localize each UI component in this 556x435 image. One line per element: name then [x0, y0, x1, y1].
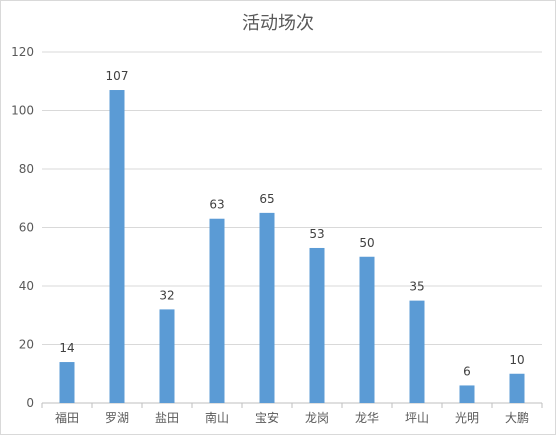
x-tick-label: 龙华 [355, 411, 379, 425]
bar [109, 90, 125, 404]
y-tick-label: 120 [11, 45, 34, 59]
y-tick-label: 60 [19, 221, 34, 235]
chart-title: 活动场次 [242, 13, 314, 34]
data-label: 10 [509, 353, 524, 367]
x-tick-label: 大鹏 [505, 411, 529, 425]
data-label: 53 [309, 227, 324, 241]
x-tick-label: 盐田 [155, 411, 179, 425]
bar [359, 256, 375, 403]
x-tick-label: 南山 [205, 410, 229, 425]
bar [509, 373, 525, 403]
data-label: 14 [59, 341, 74, 355]
y-tick-label: 100 [11, 104, 34, 118]
y-tick-label: 80 [19, 162, 34, 176]
data-label: 63 [209, 198, 224, 212]
data-label: 32 [159, 288, 174, 302]
y-tick-label: 20 [19, 338, 34, 352]
bar [459, 385, 475, 403]
y-tick-label: 0 [26, 396, 34, 410]
bar [309, 247, 325, 403]
y-axis-ticks: 0 20 40 60 80 100 120 [11, 45, 34, 410]
data-labels: 14 107 32 63 65 53 50 35 6 10 [59, 69, 524, 378]
bar [59, 362, 75, 403]
bars [59, 90, 525, 404]
x-tick-label: 光明 [455, 411, 479, 425]
bar [159, 309, 175, 403]
y-tick-label: 40 [19, 279, 34, 293]
data-label: 50 [359, 236, 374, 250]
data-label: 35 [409, 280, 424, 294]
data-label: 107 [106, 69, 129, 83]
x-tick-label: 罗湖 [105, 410, 129, 425]
bar [209, 218, 225, 403]
x-tick-label: 坪山 [405, 411, 429, 425]
data-label: 6 [463, 364, 471, 378]
x-tick-label: 福田 [55, 410, 79, 425]
x-tick-label: 龙岗 [305, 411, 329, 425]
data-label: 65 [259, 192, 274, 206]
x-tick-label: 宝安 [255, 410, 279, 425]
x-axis-ticks: 福田 罗湖 盐田 南山 宝安 龙岗 龙华 坪山 光明 大鹏 [41, 403, 543, 425]
bar [409, 300, 425, 403]
bar [259, 212, 275, 403]
